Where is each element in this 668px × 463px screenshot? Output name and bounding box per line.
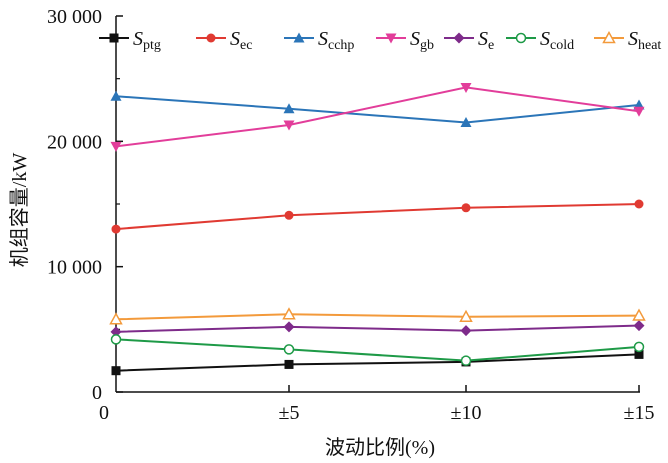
data-point — [283, 103, 295, 114]
y-tick-label: 0 — [92, 382, 102, 404]
legend-label: Se — [478, 28, 494, 53]
legend-marker — [293, 32, 305, 43]
legend-item-heat: Sheat — [594, 28, 661, 53]
series-cchp — [110, 90, 645, 128]
y-tick-label: 30 000 — [47, 6, 102, 28]
data-point — [460, 325, 472, 337]
series-line — [115, 338, 640, 362]
data-point — [459, 309, 473, 323]
legend-item-ec: Sec — [196, 28, 252, 53]
data-point — [633, 106, 645, 117]
data-point — [110, 90, 122, 101]
data-point — [282, 307, 296, 320]
data-point — [634, 349, 644, 359]
x-axis-title: 波动比例(%) — [325, 436, 435, 459]
data-point — [111, 366, 121, 376]
legend-label: Scchp — [318, 28, 354, 53]
legend-label: Sec — [230, 28, 252, 53]
data-point — [109, 312, 123, 325]
legend-item-gb: Sgb — [376, 28, 434, 53]
data-point — [634, 199, 644, 209]
series-line — [115, 86, 640, 148]
legend-label: Sgb — [410, 28, 434, 53]
series-line — [115, 324, 640, 333]
legend-item-e: Se — [444, 28, 494, 53]
data-point — [633, 320, 645, 332]
x-tick-label: ±15 — [624, 402, 655, 424]
legend-marker — [109, 33, 119, 43]
legend-marker — [453, 32, 465, 44]
legend-marker — [515, 32, 527, 44]
legend-marker — [602, 30, 616, 44]
data-point — [460, 82, 472, 93]
series-line — [115, 95, 640, 124]
legend-label: Scold — [540, 28, 574, 53]
y-tick-label: 10 000 — [47, 257, 102, 279]
data-point — [283, 321, 295, 333]
x-tick-label: 0 — [99, 402, 109, 424]
x-tick-label: ±5 — [279, 402, 300, 424]
series-ec — [111, 199, 644, 234]
data-point — [284, 210, 294, 220]
series-heat — [109, 307, 646, 325]
legend-item-cchp: Scchp — [284, 28, 354, 53]
series-e — [110, 320, 645, 338]
series-gb — [110, 82, 645, 152]
legend-label: Sptg — [133, 28, 161, 53]
data-point — [461, 203, 471, 213]
series-line — [115, 353, 640, 372]
legend-marker — [385, 33, 397, 44]
data-point — [460, 355, 472, 366]
data-point — [110, 326, 122, 338]
y-axis-title: 机组容量/kW — [8, 153, 31, 268]
legend-item-ptg: Sptg — [99, 28, 161, 53]
series-cold — [110, 334, 645, 366]
data-point — [633, 341, 645, 353]
series-line — [115, 203, 640, 231]
data-point — [632, 308, 646, 321]
legend-item-cold: Scold — [506, 28, 574, 53]
data-point — [110, 334, 122, 345]
data-point — [110, 141, 122, 152]
series-line — [115, 313, 640, 321]
data-point — [284, 359, 294, 369]
data-point — [111, 224, 121, 234]
data-point — [460, 117, 472, 128]
y-tick-label: 20 000 — [47, 131, 102, 153]
legend-marker — [206, 33, 216, 43]
legend-label: Sheat — [628, 28, 661, 53]
data-point — [283, 120, 295, 131]
data-point — [283, 344, 295, 355]
x-tick-label: ±10 — [451, 402, 482, 424]
